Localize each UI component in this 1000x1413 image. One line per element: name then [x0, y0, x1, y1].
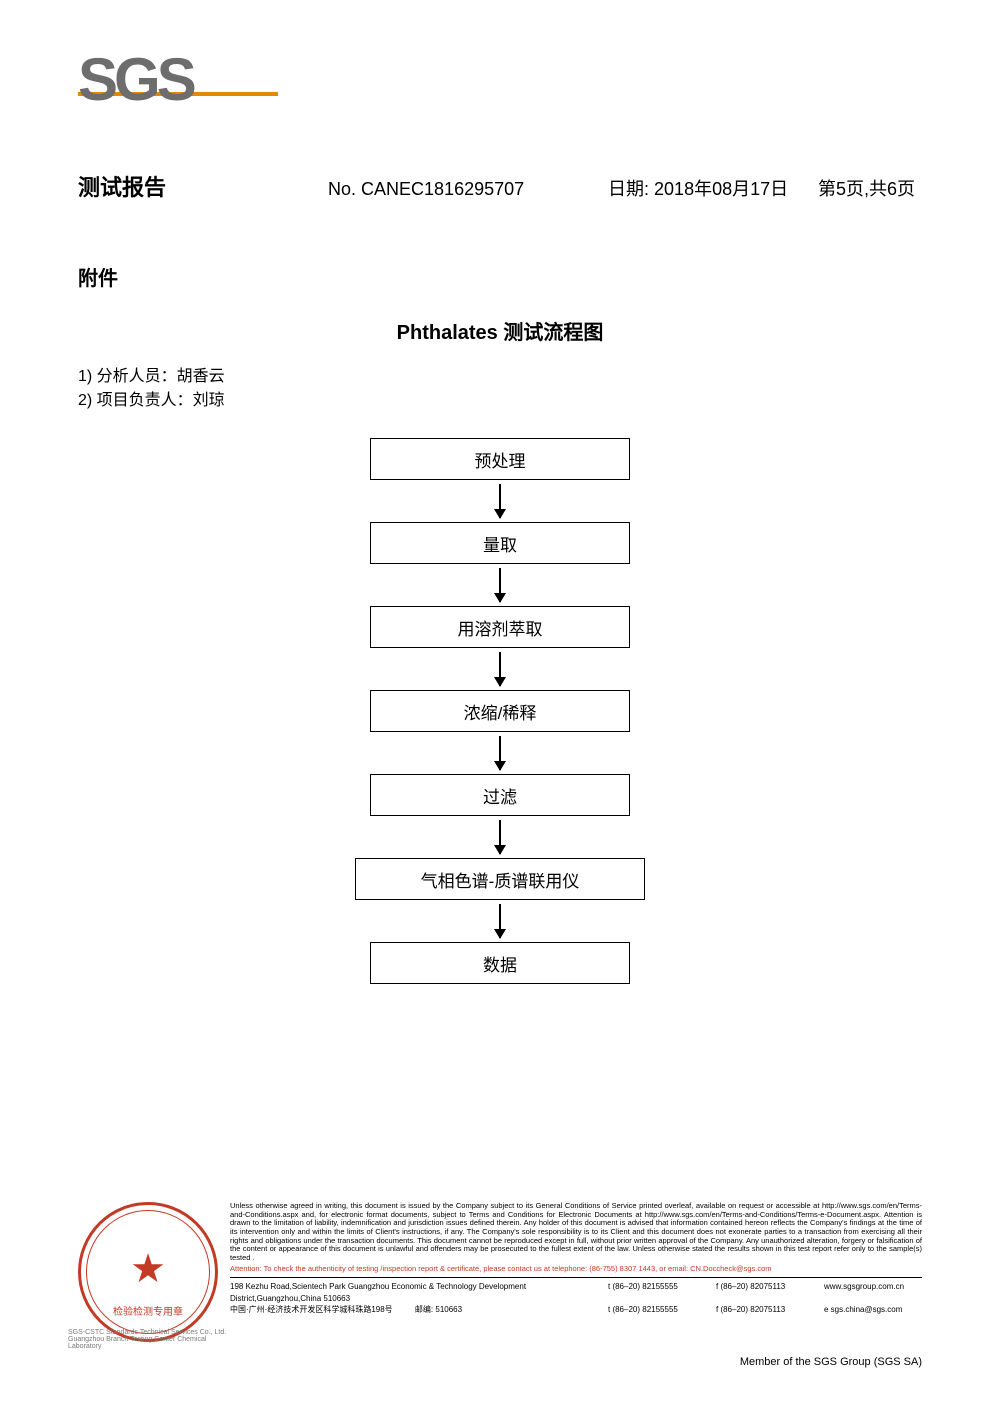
- report-no-label: No.: [328, 179, 356, 199]
- member-line: Member of the SGS Group (SGS SA): [78, 1356, 922, 1368]
- logo: SGS: [78, 50, 278, 130]
- postcode-cn: 邮编: 510663: [415, 1305, 462, 1314]
- address-block: 198 Kezhu Road,Scientech Park Guangzhou …: [230, 1277, 922, 1315]
- address-cn-text: 中国·广州·经济技术开发区科学城科珠路198号: [230, 1305, 393, 1314]
- flow-arrow: [499, 484, 501, 518]
- flow-arrow: [499, 568, 501, 602]
- seal-star-icon: ★: [130, 1249, 166, 1289]
- flow-node-n5: 过滤: [370, 774, 630, 816]
- fax-cn: f (86–20) 82075113: [716, 1304, 816, 1315]
- personnel-list: 1) 分析人员：胡香云 2) 项目负责人：刘琼: [78, 365, 922, 413]
- report-title: 测试报告: [78, 170, 328, 202]
- company-seal: ★ 检验检测专用章 SGS-CSTC Standards Technical S…: [78, 1202, 218, 1342]
- lab-line2: Guangzhou Branch Testing Center Chemical…: [68, 1336, 228, 1350]
- address-cn: 中国·广州·经济技术开发区科学城科珠路198号 邮编: 510663: [230, 1304, 600, 1315]
- flowchart-title: Phthalates 测试流程图: [78, 316, 922, 345]
- flow-arrow: [499, 904, 501, 938]
- flow-node-n1: 预处理: [370, 438, 630, 480]
- flow-node-n2: 量取: [370, 522, 630, 564]
- flow-arrow: [499, 820, 501, 854]
- report-header: 测试报告 No. CANEC1816295707 日期: 2018年08月17日…: [78, 170, 922, 202]
- disclaimer-text: Unless otherwise agreed in writing, this…: [230, 1202, 922, 1262]
- tel-en: t (86–20) 82155555: [608, 1281, 708, 1303]
- page-footer: ★ 检验检测专用章 SGS-CSTC Standards Technical S…: [78, 1202, 922, 1368]
- flow-arrow: [499, 652, 501, 686]
- fax-en: f (86–20) 82075113: [716, 1281, 816, 1303]
- tel-cn: t (86–20) 82155555: [608, 1304, 708, 1315]
- address-en: 198 Kezhu Road,Scientech Park Guangzhou …: [230, 1281, 600, 1303]
- email-cn: e sgs.china@sgs.com: [824, 1304, 902, 1315]
- logo-text: SGS: [78, 50, 193, 110]
- analyst-line: 1) 分析人员：胡香云: [78, 365, 922, 389]
- flow-node-n3: 用溶剂萃取: [370, 606, 630, 648]
- date-value: 2018年08月17日: [654, 179, 788, 199]
- flow-node-n6: 气相色谱-质谱联用仪: [355, 858, 645, 900]
- flow-arrow: [499, 736, 501, 770]
- page-indicator: 第5页,共6页: [818, 175, 915, 201]
- manager-line: 2) 项目负责人：刘琼: [78, 389, 922, 413]
- web-en: www.sgsgroup.com.cn: [824, 1281, 904, 1303]
- attention-text: Attention: To check the authenticity of …: [230, 1264, 922, 1273]
- attachment-heading: 附件: [78, 262, 922, 291]
- seal-center-text: 检验检测专用章: [113, 1303, 183, 1318]
- report-no-value: CANEC1816295707: [361, 179, 524, 199]
- report-number: No. CANEC1816295707: [328, 179, 608, 200]
- process-flowchart: 预处理量取用溶剂萃取浓缩/稀释过滤气相色谱-质谱联用仪数据: [78, 438, 922, 984]
- report-date: 日期: 2018年08月17日: [608, 175, 818, 201]
- flow-node-n4: 浓缩/稀释: [370, 690, 630, 732]
- flow-node-n7: 数据: [370, 942, 630, 984]
- seal-lab-name: SGS-CSTC Standards Technical Services Co…: [68, 1329, 228, 1350]
- lab-line1: SGS-CSTC Standards Technical Services Co…: [68, 1329, 228, 1336]
- date-label: 日期:: [608, 179, 649, 199]
